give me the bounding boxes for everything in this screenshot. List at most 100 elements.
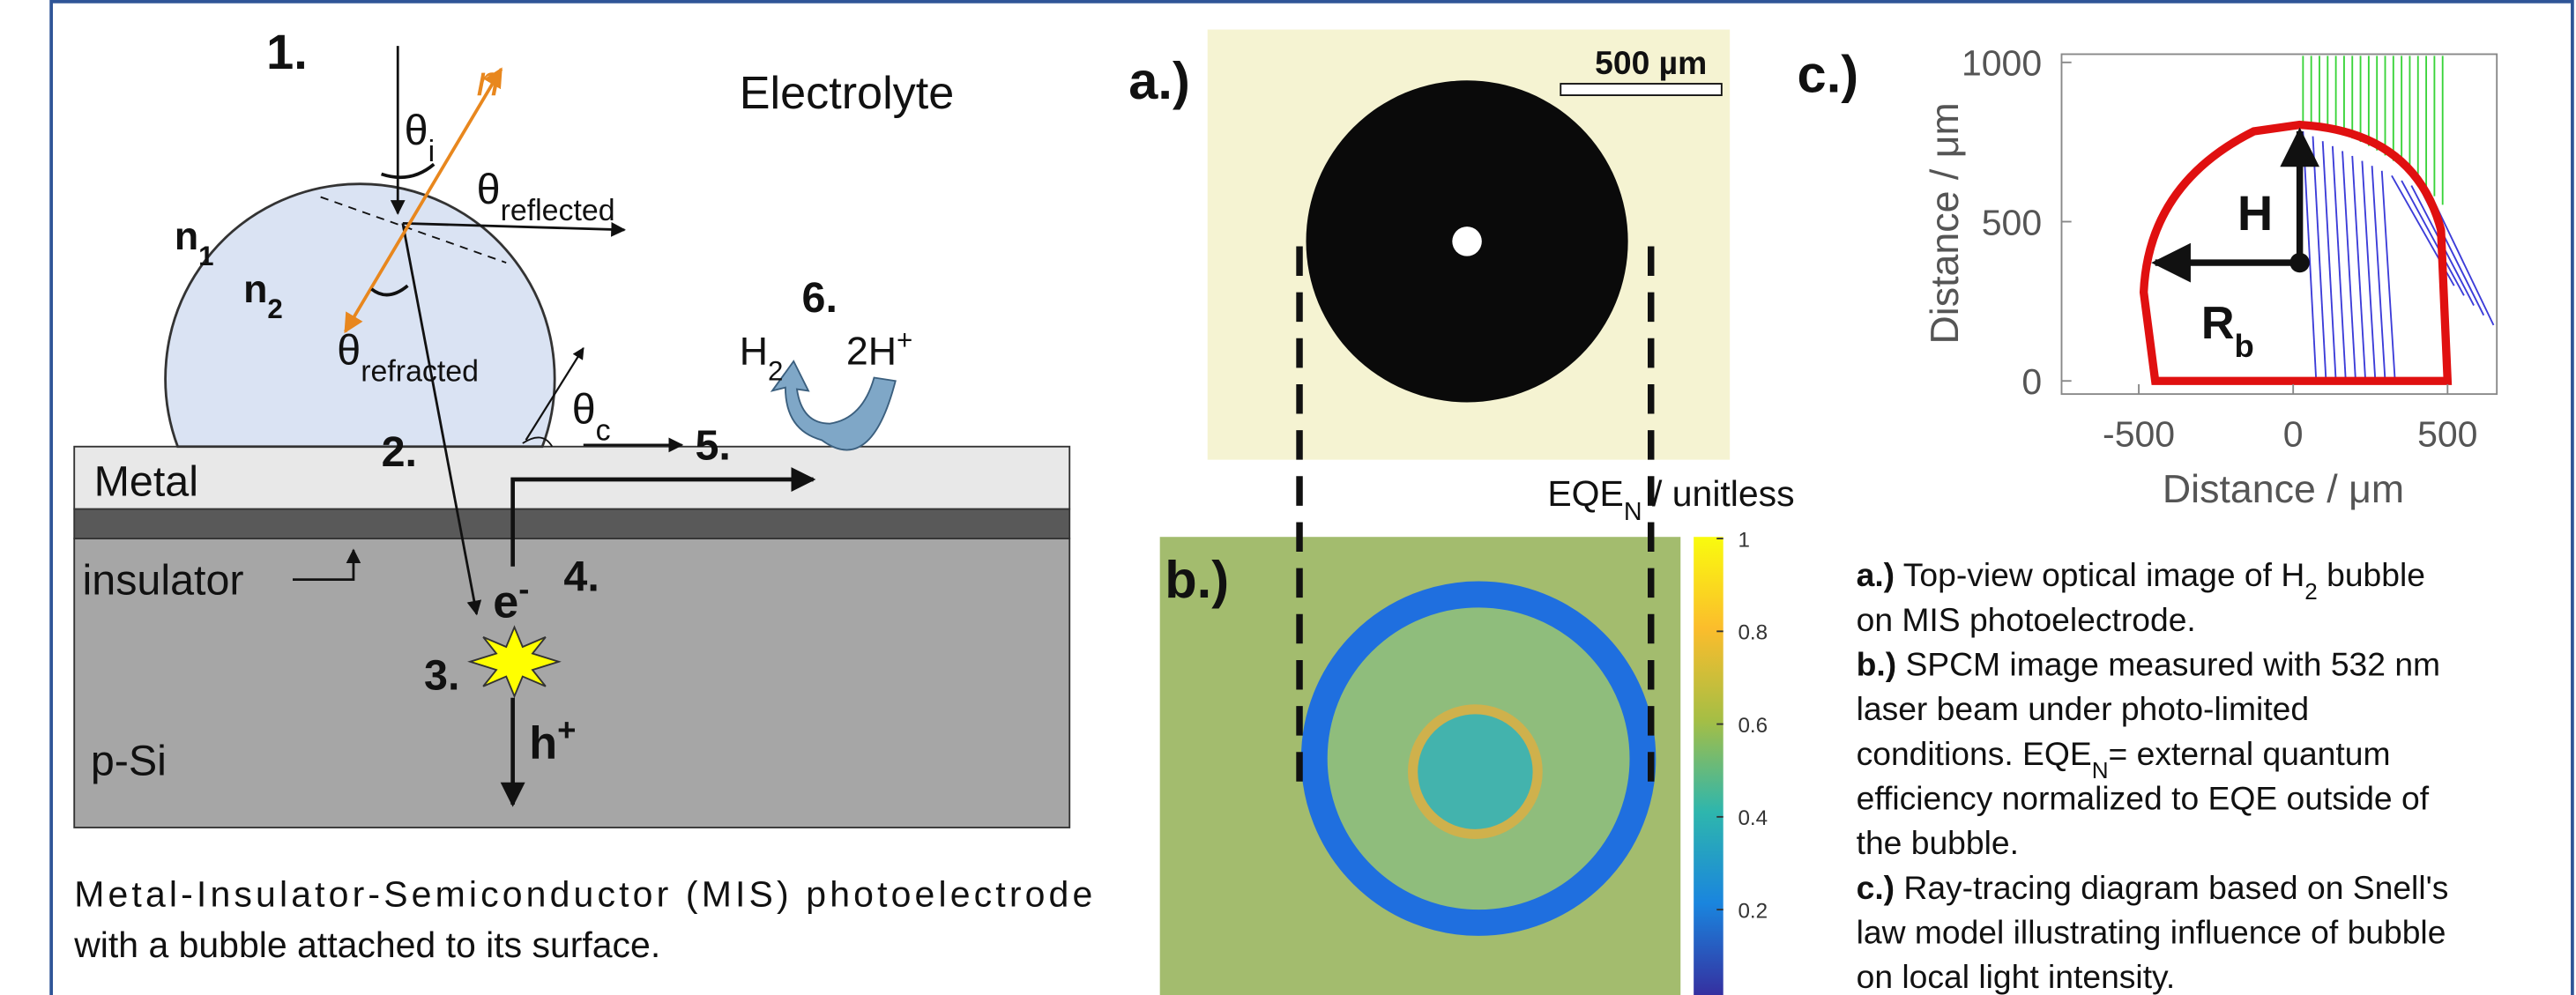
caption-part: conditions. EQE	[1857, 735, 2092, 772]
label-part: θ	[477, 166, 501, 213]
bubble-outline	[2144, 125, 2448, 382]
x-tick-label: 500	[2417, 414, 2477, 455]
label: Metal	[94, 458, 198, 506]
label-part: 1	[198, 241, 213, 271]
label-part: H	[740, 330, 768, 374]
y-tick-label: 500	[1982, 202, 2042, 242]
label-part: e	[493, 577, 518, 628]
caption-part: = external quantum	[2109, 735, 2391, 772]
label-part: refracted	[361, 355, 479, 389]
caption-part: Top-view optical image of H	[1895, 556, 2304, 593]
colorbar	[1694, 537, 1724, 995]
label-part: n	[175, 215, 198, 258]
label: n1	[175, 215, 214, 271]
label: θi	[405, 107, 435, 168]
bubble-center	[1452, 226, 1482, 256]
caption-line: law model illustrating influence of bubb…	[1857, 914, 2446, 951]
label: n	[477, 57, 501, 105]
caption-line: a.) Top-view optical image of H2 bubble	[1857, 556, 2425, 605]
label-part: EQE	[1547, 473, 1624, 514]
label-part: 2H	[846, 330, 897, 374]
label-part: b	[2235, 327, 2254, 363]
label-part: +	[557, 711, 576, 747]
label-part: 2	[267, 293, 282, 323]
label-part: reflected	[501, 194, 615, 227]
caption-part: efficiency normalized to EQE outside of	[1857, 779, 2430, 816]
caption-part: the bubble.	[1857, 824, 2019, 861]
label-part: c	[596, 414, 611, 448]
caption-line: on local light intensity.	[1857, 958, 2176, 995]
label-part: h	[529, 718, 557, 769]
caption-line: conditions. EQEN= external quantum	[1857, 735, 2391, 783]
label: p-Si	[91, 737, 167, 784]
colorbar-tick-label: 0.4	[1738, 806, 1768, 830]
excitation-star	[470, 627, 559, 696]
label-part: -	[518, 570, 529, 606]
label: 4.	[563, 553, 599, 601]
label-part: N	[1624, 498, 1642, 526]
caption-line: b.) SPCM image measured with 532 nm	[1857, 645, 2440, 682]
caption-part: on local light intensity.	[1857, 958, 2176, 995]
label: 2H+	[846, 324, 912, 373]
ray-traces	[2303, 56, 2493, 381]
label: Electrolyte	[740, 68, 955, 119]
bubble	[166, 184, 555, 447]
label-part: θ	[337, 327, 361, 375]
label: 500 µm	[1595, 44, 1707, 81]
label-part: θ	[405, 107, 428, 154]
label: 6.	[802, 274, 838, 322]
caption-line: on MIS photoelectrode.	[1857, 601, 2196, 638]
colorbar-tick-label: 0.8	[1738, 621, 1768, 645]
caption-part: c.)	[1857, 869, 1895, 906]
label: 3.	[424, 651, 459, 699]
label-part: θ	[572, 386, 596, 434]
y-tick-label: 0	[2021, 361, 2042, 402]
label: 1.	[266, 24, 308, 79]
caption-part: SPCM image measured with 532 nm	[1896, 645, 2440, 682]
caption-part: laser beam under photo-limited	[1857, 690, 2310, 727]
label: θc	[572, 386, 611, 448]
caption-part: on MIS photoelectrode.	[1857, 601, 2196, 638]
x-tick-label: -500	[2103, 414, 2175, 455]
caption-part: law model illustrating influence of bubb…	[1857, 914, 2446, 951]
axis-label: Distance / μm	[2163, 468, 2404, 511]
label: H2	[740, 330, 784, 387]
panel-label: a.)	[1128, 51, 1190, 110]
label-part: i	[428, 135, 436, 168]
label-part: R	[2201, 298, 2235, 349]
insulator-layer	[74, 509, 1069, 539]
reaction-arrow	[772, 361, 896, 450]
caption-part: Ray-tracing diagram based on Snell's	[1895, 869, 2448, 906]
x-tick-label: 0	[2283, 414, 2304, 455]
label: H	[2237, 185, 2273, 241]
panel-label: c.)	[1798, 44, 1859, 103]
label: Rb	[2201, 298, 2254, 364]
label: θreflected	[477, 166, 615, 227]
label-part: 2	[768, 355, 783, 386]
label: insulator	[83, 556, 244, 604]
label: 5.	[695, 422, 730, 470]
caption-line: with a bubble attached to its surface.	[73, 924, 660, 965]
caption-part: 2	[2304, 578, 2318, 605]
caption-line: the bubble.	[1857, 824, 2019, 861]
colorbar-tick-label: 0.6	[1738, 714, 1768, 738]
caption-part: bubble	[2318, 556, 2425, 593]
caption-line: laser beam under photo-limited	[1857, 690, 2310, 727]
page: { "panel_1": { "number": "1.", "normal":…	[0, 0, 2576, 995]
label-part: / unitless	[1642, 473, 1795, 514]
panel-label: b.)	[1165, 550, 1229, 609]
colorbar-tick-label: 1	[1738, 528, 1749, 552]
caption-line: Metal-Insulator-Semiconductor (MIS) phot…	[74, 873, 1092, 914]
caption-line: efficiency normalized to EQE outside of	[1857, 779, 2430, 816]
caption-part: a.)	[1857, 556, 1895, 593]
colorbar-tick-label: 0.2	[1738, 899, 1768, 923]
y-tick-label: 1000	[1962, 43, 2042, 84]
label: EQEN / unitless	[1547, 473, 1794, 526]
angle-arc	[382, 164, 435, 177]
center-dot	[2289, 253, 2309, 272]
axis-label: Distance / μm	[1924, 102, 1967, 344]
bubble-center-region	[1413, 709, 1538, 835]
label: 2.	[382, 428, 417, 476]
figure: 1.nθiElectrolyteθreflectedn1n2θrefracted…	[0, 0, 2576, 995]
scale-bar	[1560, 84, 1722, 95]
